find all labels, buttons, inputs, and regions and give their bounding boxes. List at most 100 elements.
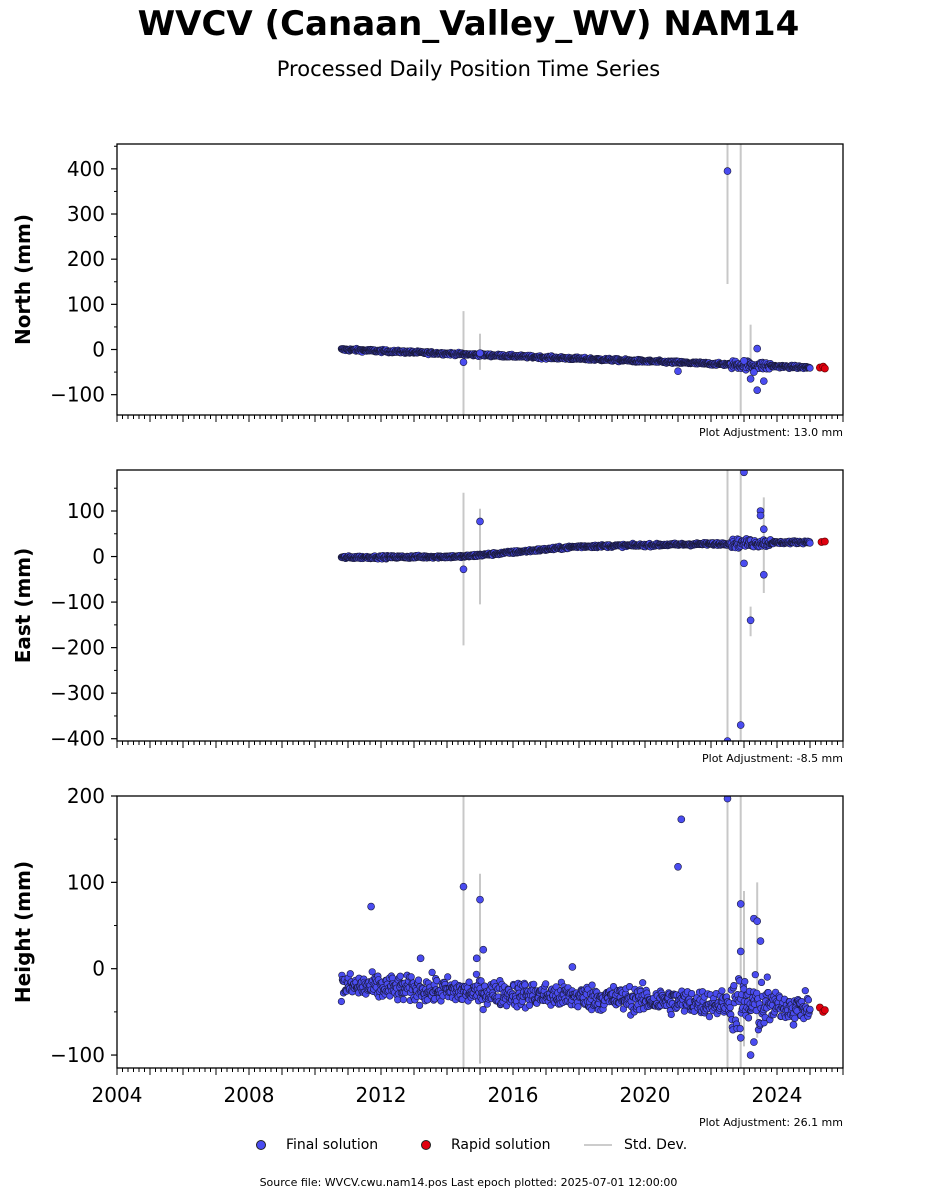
final-point — [730, 981, 738, 990]
page-subtitle: Processed Daily Position Time Series — [276, 57, 661, 81]
final-point — [407, 973, 415, 981]
final-outlier-point — [740, 559, 748, 568]
y-tick-label: 0 — [92, 545, 105, 569]
final-point — [433, 976, 441, 985]
final-outlier-point — [753, 386, 762, 394]
final-outlier-point — [750, 368, 758, 376]
final-point — [741, 977, 749, 986]
final-outlier-point — [746, 375, 755, 383]
y-tick-label: 0 — [92, 338, 105, 362]
y-tick-label: −100 — [50, 383, 105, 407]
final-point — [368, 968, 376, 976]
final-outlier-point — [416, 954, 425, 963]
plot-adjustment-label: Plot Adjustment: -8.5 mm — [702, 752, 843, 765]
legend-rapid-label: Rapid solution — [451, 1137, 551, 1153]
final-point — [542, 980, 550, 988]
final-point — [688, 989, 696, 998]
final-outlier-point — [674, 367, 682, 375]
final-outlier-point — [472, 954, 481, 963]
final-outlier-point — [723, 796, 732, 803]
final-point — [705, 1013, 714, 1021]
final-outlier-point — [756, 937, 765, 945]
y-tick-label: −100 — [50, 1043, 105, 1067]
plot-adjustment-label: Plot Adjustment: 13.0 mm — [699, 426, 843, 439]
final-point — [414, 976, 423, 984]
y-tick-label: −200 — [50, 636, 105, 660]
final-outlier-point — [459, 565, 468, 574]
final-outlier-point — [674, 863, 682, 871]
y-tick-label: 200 — [67, 784, 105, 808]
y-tick-label: −100 — [50, 590, 105, 614]
final-outlier-point — [750, 1038, 758, 1046]
final-point — [763, 973, 771, 981]
final-outlier-point — [789, 1021, 798, 1029]
final-marker-icon — [256, 1140, 266, 1150]
x-tick-label: 2012 — [356, 1083, 407, 1107]
final-point — [472, 970, 481, 978]
final-point — [806, 539, 814, 547]
final-outlier-point — [740, 470, 748, 477]
y-tick-label: 100 — [67, 292, 105, 316]
final-outlier-point — [759, 377, 768, 385]
rapid-marker-icon — [421, 1140, 431, 1150]
y-tick-label: 200 — [67, 247, 105, 271]
final-point — [806, 1005, 814, 1014]
final-point — [718, 987, 726, 995]
y-tick-label: −300 — [50, 681, 105, 705]
final-outlier-point — [723, 737, 732, 741]
legend: Final solution Rapid solution Std. Dev. — [0, 1137, 937, 1157]
legend-final-label: Final solution — [286, 1137, 379, 1153]
final-outlier-point — [459, 882, 468, 891]
final-outlier-point — [476, 895, 484, 904]
final-outlier-point — [736, 721, 745, 729]
final-outlier-point — [759, 525, 768, 534]
final-point — [751, 971, 759, 979]
final-outlier-point — [736, 1033, 745, 1042]
x-tick-label: 2024 — [752, 1083, 803, 1107]
final-outlier-point — [736, 900, 745, 908]
plot-frame — [116, 143, 844, 416]
final-point — [744, 1014, 753, 1022]
final-point — [444, 973, 452, 981]
final-outlier-point — [746, 616, 755, 625]
y-axis-label: North (mm) — [11, 214, 35, 345]
final-point — [639, 979, 647, 987]
final-point — [521, 981, 529, 989]
y-axis-label: Height (mm) — [11, 861, 35, 1003]
y-tick-label: 100 — [67, 499, 105, 523]
plot-area-1 — [337, 470, 829, 741]
final-point — [804, 996, 813, 1004]
final-outlier-point — [740, 356, 748, 365]
final-point — [801, 987, 809, 995]
final-point — [574, 1003, 582, 1011]
x-tick-label: 2020 — [620, 1083, 671, 1107]
source-footer: Source file: WVCV.cwu.nam14.pos Last epo… — [259, 1176, 678, 1189]
y-axis-label: East (mm) — [11, 548, 35, 664]
final-outlier-point — [677, 815, 686, 824]
final-point — [337, 997, 346, 1006]
legend-std-label: Std. Dev. — [624, 1137, 688, 1153]
final-outlier-point — [746, 1051, 755, 1059]
final-outlier-point — [476, 349, 484, 357]
y-tick-label: 400 — [67, 157, 105, 181]
final-outlier-point — [568, 963, 577, 971]
final-outlier-point — [753, 344, 762, 353]
final-outlier-point — [367, 902, 375, 911]
plot-area-2 — [337, 796, 829, 1068]
final-point — [465, 978, 473, 986]
final-point — [667, 1010, 675, 1019]
final-point — [416, 1001, 424, 1010]
final-point — [736, 1024, 744, 1033]
rapid-point — [820, 537, 829, 546]
final-outlier-point — [756, 511, 765, 520]
plot-area-0 — [337, 144, 829, 415]
final-point — [428, 968, 436, 977]
final-point — [619, 1005, 628, 1013]
final-outlier-point — [723, 167, 732, 175]
final-point — [757, 978, 766, 987]
stddev-line-icon — [584, 1144, 612, 1146]
y-tick-label: 300 — [67, 202, 105, 226]
final-point — [396, 972, 404, 980]
rapid-point — [820, 1006, 829, 1015]
